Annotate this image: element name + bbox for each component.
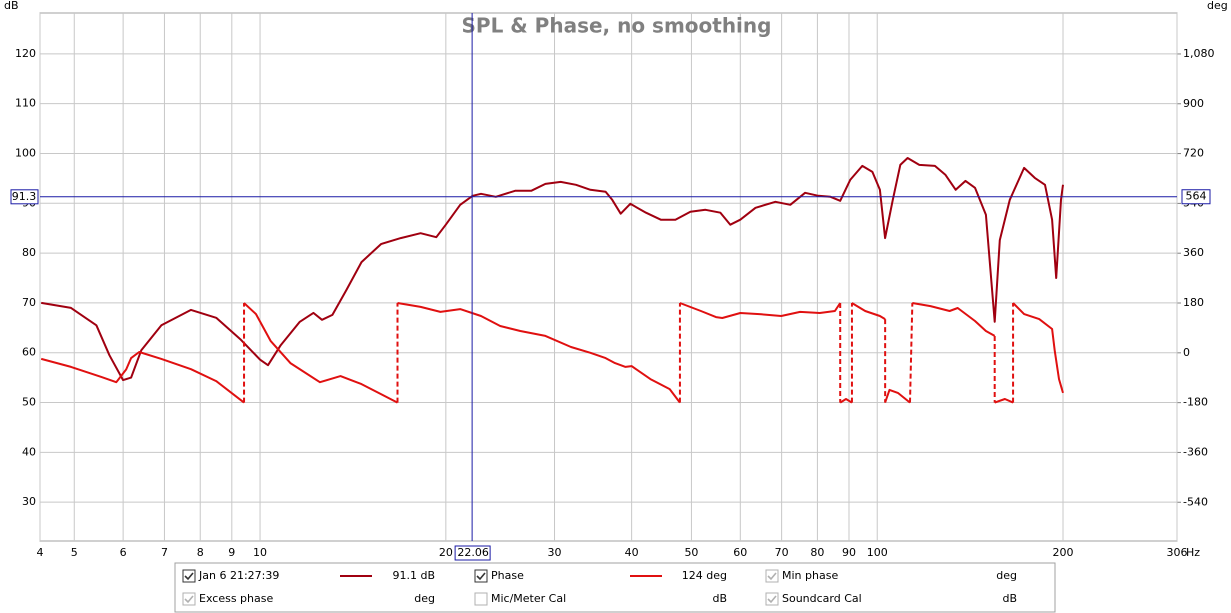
x-tick-label: 306 <box>1167 546 1188 559</box>
y-tick-label: 50 <box>22 396 36 409</box>
legend-label: Excess phase <box>199 592 273 605</box>
x-axis-label: Hz <box>1186 546 1200 559</box>
y-tick-label: 110 <box>15 97 36 110</box>
y2-tick-label: 0 <box>1183 346 1190 359</box>
checkbox <box>474 592 488 606</box>
x-tick-label: 8 <box>197 546 204 559</box>
legend-label: Min phase <box>782 569 838 582</box>
series-line <box>41 157 1064 382</box>
checkbox <box>182 592 196 606</box>
x-tick-label: 9 <box>228 546 235 559</box>
x-tick-label: 5 <box>71 546 78 559</box>
cursor-x-box <box>454 545 491 561</box>
x-tick-label: 40 <box>625 546 639 559</box>
y2-tick-label: 360 <box>1183 246 1204 259</box>
x-tick-label: 80 <box>810 546 824 559</box>
legend-unit: deg <box>414 592 435 605</box>
series-line <box>994 398 1014 404</box>
series-line <box>40 351 245 404</box>
cursor-y-label: 91.3 <box>12 190 37 203</box>
x-tick-label: 4 <box>37 546 44 559</box>
legend-label: Mic/Meter Cal <box>491 592 566 605</box>
phase-wrap <box>908 302 914 403</box>
y2-tick-label: 1,080 <box>1183 47 1215 60</box>
legend-label: Soundcard Cal <box>782 592 862 605</box>
series-line <box>851 302 886 320</box>
checkmark <box>184 595 194 604</box>
legend-readout: 91.1 dB <box>392 569 435 582</box>
legend-label: Jan 6 21:27:39 <box>198 569 279 582</box>
plot-area <box>39 12 1178 542</box>
y-tick-label: 30 <box>22 495 36 508</box>
y-tick-label: 120 <box>15 47 36 60</box>
x-tick-label: 70 <box>775 546 789 559</box>
series-line <box>243 302 398 404</box>
legend-unit: deg <box>996 569 1017 582</box>
checkmark <box>767 572 777 581</box>
y-tick-label: 100 <box>15 146 36 159</box>
checkmark <box>476 572 486 581</box>
y-tick-label: 40 <box>22 445 36 458</box>
cursor-y-box <box>10 189 39 205</box>
cursor-y2-label: 564 <box>1186 190 1207 203</box>
x-tick-label: 10 <box>253 546 267 559</box>
checkbox <box>765 592 779 606</box>
checkbox <box>474 569 488 583</box>
checkmark <box>767 595 777 604</box>
y2-tick-label: -180 <box>1183 396 1208 409</box>
cursor-x-label: 22.06 <box>457 546 489 559</box>
x-tick-label: 6 <box>120 546 127 559</box>
y-tick-label: 60 <box>22 346 36 359</box>
legend-readout: 124 deg <box>682 569 727 582</box>
y2-tick-label: -540 <box>1183 495 1208 508</box>
chart-title: SPL & Phase, no smoothing <box>462 14 772 38</box>
x-tick-label: 7 <box>161 546 168 559</box>
checkbox <box>765 569 779 583</box>
legend-unit: dB <box>1002 592 1017 605</box>
checkbox <box>182 569 196 583</box>
y-axis-label: dB <box>4 0 19 12</box>
x-tick-label: 200 <box>1053 546 1074 559</box>
legend-label: Phase <box>491 569 524 582</box>
y2-tick-label: 900 <box>1183 97 1204 110</box>
series-line <box>839 398 853 404</box>
series-line <box>679 302 842 319</box>
y2-tick-label: 180 <box>1183 296 1204 309</box>
y-tick-label: 80 <box>22 246 36 259</box>
series-line <box>884 388 911 404</box>
x-tick-label: 100 <box>867 546 888 559</box>
cursor-y2-box <box>1181 189 1211 205</box>
y2-tick-label: 720 <box>1183 147 1204 160</box>
x-tick-label: 50 <box>684 546 698 559</box>
legend-unit: dB <box>712 592 727 605</box>
y-tick-label: 70 <box>22 296 36 309</box>
x-tick-label: 30 <box>548 546 562 559</box>
series-line <box>912 302 996 337</box>
series-line <box>397 302 681 404</box>
legend-panel <box>174 562 1056 613</box>
x-tick-label: 20 <box>439 546 453 559</box>
y2-axis-label: deg <box>1207 0 1228 12</box>
x-tick-label: 60 <box>733 546 747 559</box>
series-line <box>1012 302 1064 394</box>
x-tick-label: 90 <box>842 546 856 559</box>
y2-tick-label: -360 <box>1183 445 1208 458</box>
checkmark <box>184 572 194 581</box>
